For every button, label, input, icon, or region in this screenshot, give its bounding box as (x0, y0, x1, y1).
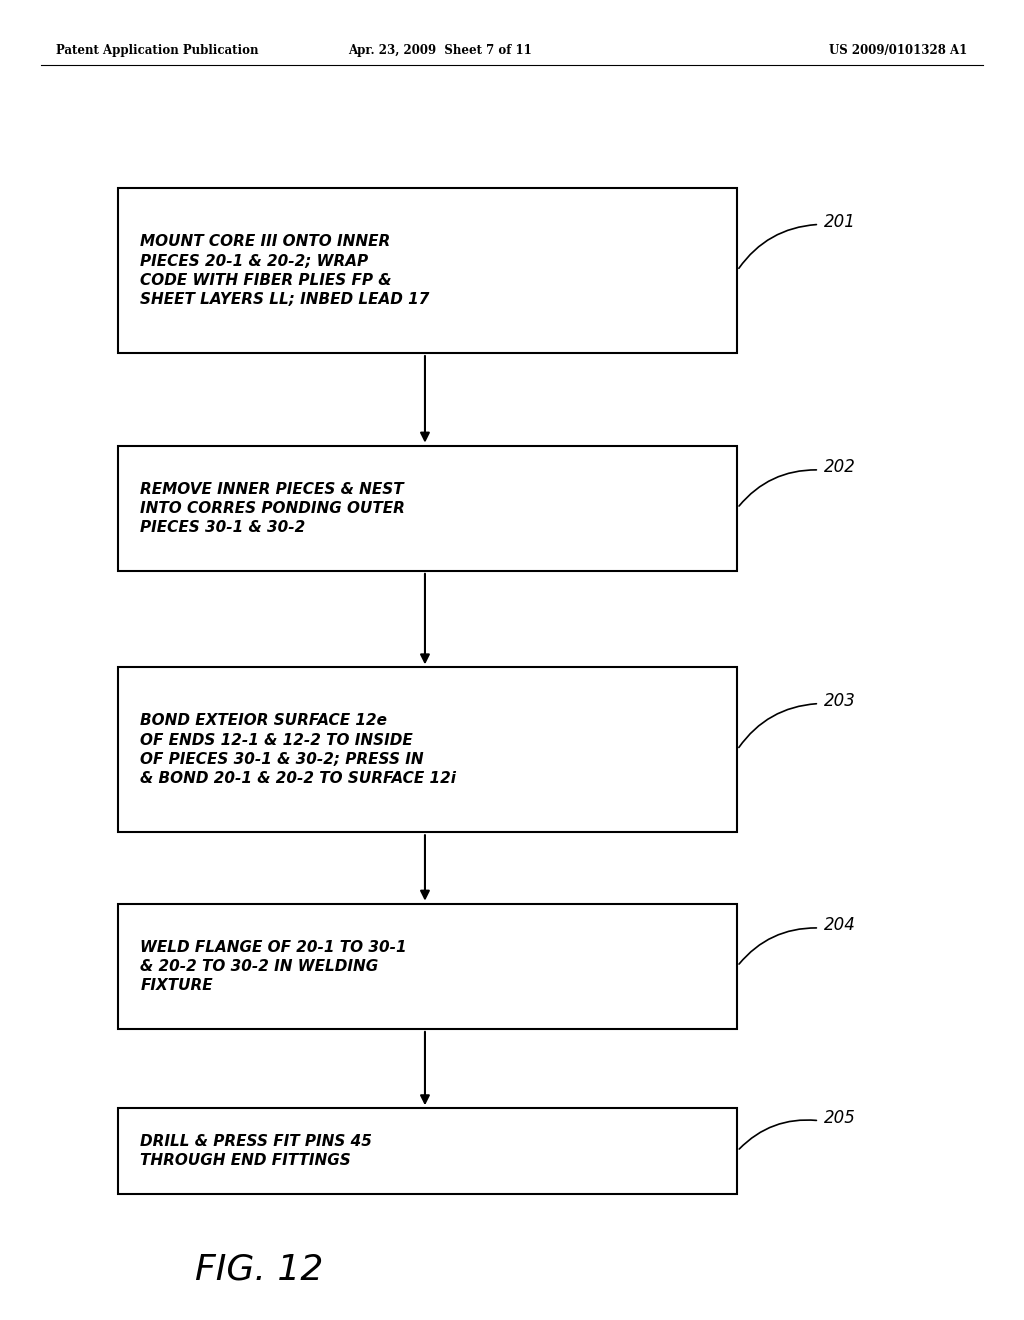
Bar (118, 668, 737, 833)
Bar (118, 446, 737, 570)
Bar (118, 187, 737, 352)
Bar (118, 1109, 737, 1193)
Text: Apr. 23, 2009  Sheet 7 of 11: Apr. 23, 2009 Sheet 7 of 11 (348, 44, 532, 57)
Text: 205: 205 (824, 1109, 856, 1127)
Text: BOND EXTEIOR SURFACE 12e
OF ENDS 12-1 & 12-2 TO INSIDE
OF PIECES 30-1 & 30-2; PR: BOND EXTEIOR SURFACE 12e OF ENDS 12-1 & … (140, 713, 457, 785)
Text: Patent Application Publication: Patent Application Publication (56, 44, 259, 57)
Text: 202: 202 (824, 458, 856, 477)
Text: MOUNT CORE III ONTO INNER
PIECES 20-1 & 20-2; WRAP
CODE WITH FIBER PLIES FP &
SH: MOUNT CORE III ONTO INNER PIECES 20-1 & … (140, 235, 430, 306)
Bar (118, 903, 737, 1030)
Text: FIG. 12: FIG. 12 (195, 1253, 323, 1287)
Text: 204: 204 (824, 916, 856, 935)
Text: 201: 201 (824, 213, 856, 231)
Text: REMOVE INNER PIECES & NEST
INTO CORRES PONDING OUTER
PIECES 30-1 & 30-2: REMOVE INNER PIECES & NEST INTO CORRES P… (140, 482, 406, 535)
Text: 203: 203 (824, 692, 856, 710)
Text: US 2009/0101328 A1: US 2009/0101328 A1 (829, 44, 968, 57)
Text: DRILL & PRESS FIT PINS 45
THROUGH END FITTINGS: DRILL & PRESS FIT PINS 45 THROUGH END FI… (140, 1134, 372, 1168)
Text: WELD FLANGE OF 20-1 TO 30-1
& 20-2 TO 30-2 IN WELDING
FIXTURE: WELD FLANGE OF 20-1 TO 30-1 & 20-2 TO 30… (140, 940, 407, 993)
